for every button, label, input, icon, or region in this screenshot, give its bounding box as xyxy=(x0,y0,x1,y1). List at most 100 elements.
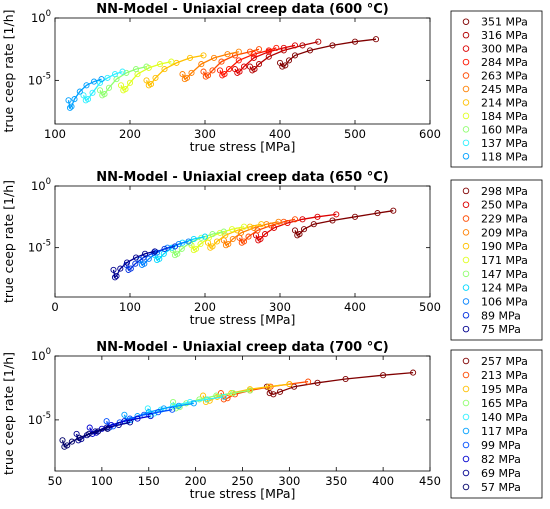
data-point xyxy=(220,393,227,400)
legend-marker xyxy=(462,441,470,449)
data-point xyxy=(257,235,264,243)
data-point xyxy=(276,388,284,395)
chart-title: NN-Model - Uniaxial creep data (700 °C) xyxy=(96,340,388,355)
legend-entry: 118 MPa xyxy=(481,150,528,163)
x-axis-label: true stress [MPa] xyxy=(190,486,296,501)
y-tick-exponent: 0 xyxy=(46,347,51,357)
data-point xyxy=(258,221,265,228)
data-point xyxy=(117,265,124,272)
x-tick-label: 250 xyxy=(232,474,254,488)
series-line-75-mpa xyxy=(112,250,155,279)
series-line-89-mpa xyxy=(125,245,176,271)
data-point xyxy=(90,78,98,85)
data-point xyxy=(132,66,140,73)
x-tick-label: 500 xyxy=(344,127,366,141)
legend-entry: 257 MPa xyxy=(481,355,528,368)
series-line-171-mpa xyxy=(190,226,245,252)
legend-marker xyxy=(462,187,470,195)
legend-marker xyxy=(462,153,470,160)
data-point xyxy=(108,421,115,429)
data-point xyxy=(351,38,359,45)
plot-area xyxy=(54,17,431,125)
y-tick-exponent: -5 xyxy=(43,411,51,421)
data-point xyxy=(314,213,321,220)
data-point xyxy=(213,238,221,245)
legend-entry: 214 MPa xyxy=(481,96,528,109)
legend-marker xyxy=(462,270,470,278)
data-point xyxy=(147,413,154,420)
legend-marker xyxy=(462,201,470,208)
legend-marker xyxy=(462,45,470,52)
data-point xyxy=(68,438,75,445)
x-tick-label: 200 xyxy=(185,474,207,488)
series-line-316-mpa xyxy=(249,41,319,72)
data-point xyxy=(220,228,227,235)
data-point xyxy=(275,218,282,225)
data-point xyxy=(188,69,195,76)
data-point xyxy=(204,72,212,79)
legend-entry: 250 MPa xyxy=(481,199,528,212)
x-tick-label: 300 xyxy=(278,474,300,488)
legend-entry: 75 MPa xyxy=(481,323,521,336)
data-point xyxy=(151,248,158,255)
data-point xyxy=(299,42,306,49)
data-point xyxy=(203,396,210,403)
data-point xyxy=(83,82,90,89)
data-point xyxy=(143,63,150,70)
data-point xyxy=(161,245,168,252)
series-line-351-mpa xyxy=(279,38,377,68)
data-point xyxy=(190,400,197,407)
chart-panel-3: NN-Model - Uniaxial creep data (700 °C) 5… xyxy=(1,340,543,501)
data-point xyxy=(305,378,312,385)
legend-marker xyxy=(462,298,470,305)
legend-entry: 184 MPa xyxy=(481,110,528,123)
x-tick-label: 200 xyxy=(194,300,216,314)
legend-entry: 229 MPa xyxy=(481,213,528,226)
legend-marker xyxy=(462,399,470,407)
legend-entry: 89 MPa xyxy=(481,309,521,322)
legend-entry: 106 MPa xyxy=(481,295,528,308)
chart-panel-2: NN-Model - Uniaxial creep data (650 °C) 0… xyxy=(1,170,543,341)
data-point xyxy=(183,74,191,81)
data-point xyxy=(156,61,164,68)
data-point xyxy=(329,42,336,49)
data-point xyxy=(333,211,340,218)
y-tick-base: 10 xyxy=(31,349,46,363)
data-point xyxy=(209,243,216,250)
data-point xyxy=(152,74,159,81)
data-point xyxy=(103,418,110,425)
data-point xyxy=(185,238,192,245)
data-point xyxy=(342,375,349,383)
legend-marker xyxy=(462,18,470,25)
data-point xyxy=(265,47,272,54)
data-point xyxy=(169,406,176,413)
x-tick-label: 100 xyxy=(44,127,66,141)
legend-entry: 147 MPa xyxy=(481,268,528,281)
legend-entry: 165 MPa xyxy=(481,397,528,410)
data-point xyxy=(230,390,237,397)
series-layer xyxy=(65,36,380,111)
data-point xyxy=(155,409,162,416)
legend-marker xyxy=(462,284,470,291)
data-point xyxy=(216,67,224,74)
data-point xyxy=(372,36,380,43)
series-line-184-mpa xyxy=(120,60,172,92)
y-tick-label: 100 xyxy=(31,177,51,193)
data-point xyxy=(143,77,150,84)
data-point xyxy=(235,48,242,55)
data-point xyxy=(314,379,321,386)
data-point xyxy=(175,402,182,409)
data-point xyxy=(145,409,152,416)
legend-entry: 99 MPa xyxy=(481,439,521,452)
data-point xyxy=(228,226,236,233)
series-line-250-mpa xyxy=(255,213,337,242)
x-tick-label: 450 xyxy=(419,474,441,488)
data-point xyxy=(306,47,314,54)
data-point xyxy=(374,210,381,217)
x-axis-label: true stress [MPa] xyxy=(190,139,296,154)
data-point xyxy=(225,240,232,248)
data-point xyxy=(156,255,163,262)
data-point xyxy=(80,92,87,99)
